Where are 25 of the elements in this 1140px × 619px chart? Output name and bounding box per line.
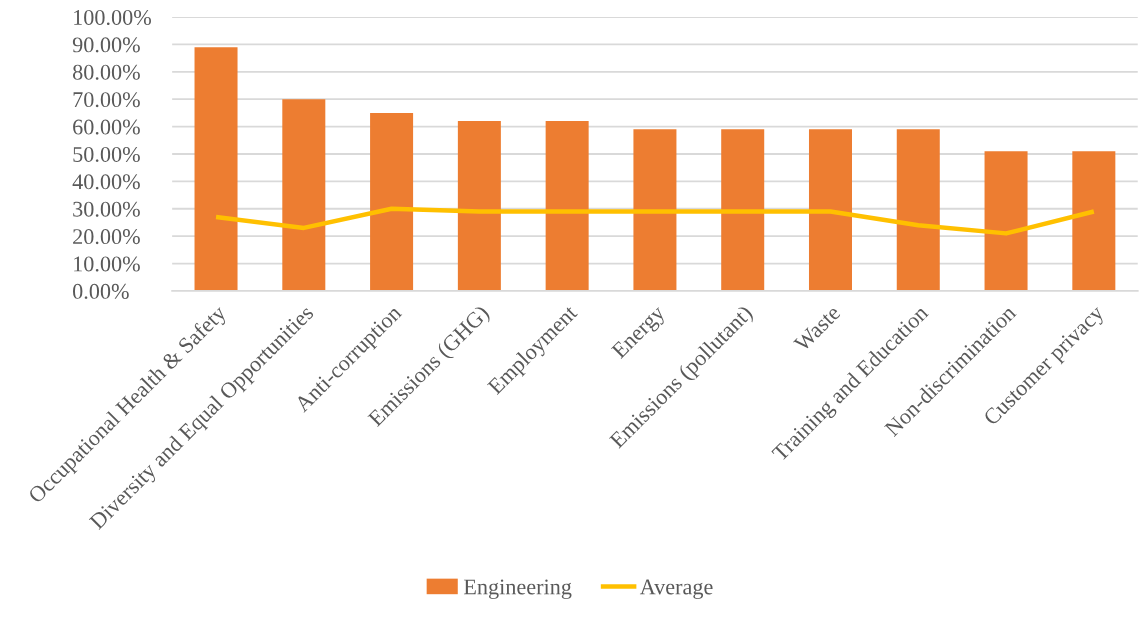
bar bbox=[545, 121, 589, 291]
bar bbox=[1072, 151, 1116, 291]
y-tick-label: 40.00% bbox=[72, 174, 140, 190]
line-series bbox=[213, 206, 1097, 236]
bar bbox=[282, 99, 326, 291]
bar bbox=[370, 112, 414, 291]
y-tick-label: 60.00% bbox=[73, 119, 140, 135]
bar bbox=[194, 47, 238, 291]
bar bbox=[721, 129, 765, 291]
y-tick-label: 70.00% bbox=[73, 92, 140, 108]
bar bbox=[984, 151, 1028, 291]
legend-label: Engineering bbox=[463, 579, 572, 599]
y-tick-label: 80.00% bbox=[72, 64, 140, 80]
bar bbox=[896, 129, 940, 291]
y-tick-label: 90.00% bbox=[72, 37, 140, 53]
legend-label: Average bbox=[639, 579, 713, 599]
y-tick-label: 100.00% bbox=[74, 9, 151, 26]
bar bbox=[633, 129, 677, 291]
y-tick-label: 20.00% bbox=[73, 229, 140, 245]
y-tick-label: 30.00% bbox=[73, 201, 140, 217]
bar bbox=[808, 129, 852, 291]
y-tick-label: 50.00% bbox=[73, 146, 140, 162]
y-tick-label: 10.00% bbox=[74, 256, 140, 272]
bar bbox=[457, 121, 501, 291]
y-tick-label: 0.00% bbox=[72, 283, 129, 299]
